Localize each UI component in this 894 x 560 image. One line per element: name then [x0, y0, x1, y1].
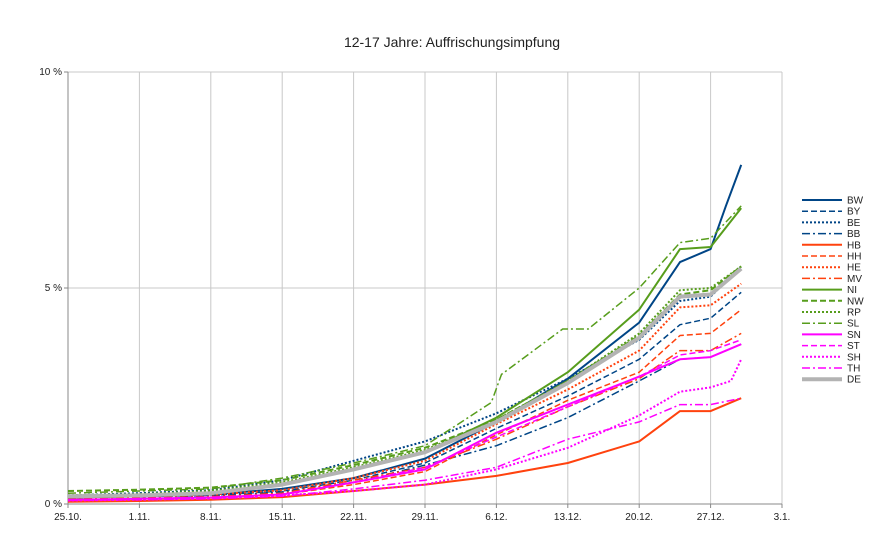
series-line-hb [67, 397, 742, 503]
axes: 25.10. 1.11. 8.11. 15.11. 22.11. 29.11. 6.12. 1… [39, 67, 790, 523]
legend-label-bb: BB [847, 229, 861, 240]
legend-label-de: DE [847, 375, 861, 386]
legend-label-hh: HH [847, 252, 861, 263]
series-line-nw [67, 265, 742, 492]
series-line-rp [67, 265, 742, 497]
x-tick-label: 6.12. [485, 512, 507, 523]
series-line-st [67, 339, 742, 501]
series-line-be [67, 265, 742, 497]
series-line-de [67, 267, 743, 499]
x-tick-label: 3.1. [774, 512, 791, 523]
legend-label-he: HE [847, 263, 861, 274]
x-tick-label: 15.11. [269, 512, 296, 523]
chart-title: 12-17 Jahre: Auffrischungsimpfung [344, 34, 560, 50]
legend-label-ni: NI [847, 285, 857, 296]
x-tick-label: 1.11. [129, 512, 151, 523]
legend-label-by: BY [847, 207, 861, 218]
legend-label-sh: SH [847, 352, 861, 363]
series-line-sh [67, 358, 743, 502]
legend-label-st: ST [847, 341, 860, 352]
x-tick-label: 13.12. [554, 512, 582, 523]
grid [67, 71, 783, 505]
x-tick-label: 25.10. [54, 512, 82, 523]
legend-label-th: TH [847, 364, 860, 375]
legend-label-hb: HB [847, 240, 861, 251]
x-tick-label: 8.11. [200, 512, 222, 523]
legend-label-sn: SN [847, 330, 861, 341]
series-line-sl [67, 205, 742, 494]
y-tick-label: 10 % [39, 67, 62, 78]
x-tick-label: 22.11. [340, 512, 367, 523]
y-tick-label: 5 % [45, 283, 62, 294]
legend-label-nw: NW [847, 296, 864, 307]
legend-label-be: BE [847, 218, 861, 229]
legend-label-mv: MV [847, 274, 862, 285]
legend-label-sl: SL [847, 319, 860, 330]
x-tick-label: 20.12. [625, 512, 653, 523]
x-tick-label: 27.12. [697, 512, 725, 523]
y-tick-label: 0 % [45, 499, 62, 510]
legend-label-rp: RP [847, 308, 861, 319]
series-line-by [67, 291, 742, 499]
series-lines [67, 164, 743, 503]
series-line-he [67, 282, 742, 499]
legend-label-bw: BW [847, 196, 864, 207]
x-tick-label: 29.11. [411, 512, 438, 523]
series-line-th [67, 397, 742, 502]
